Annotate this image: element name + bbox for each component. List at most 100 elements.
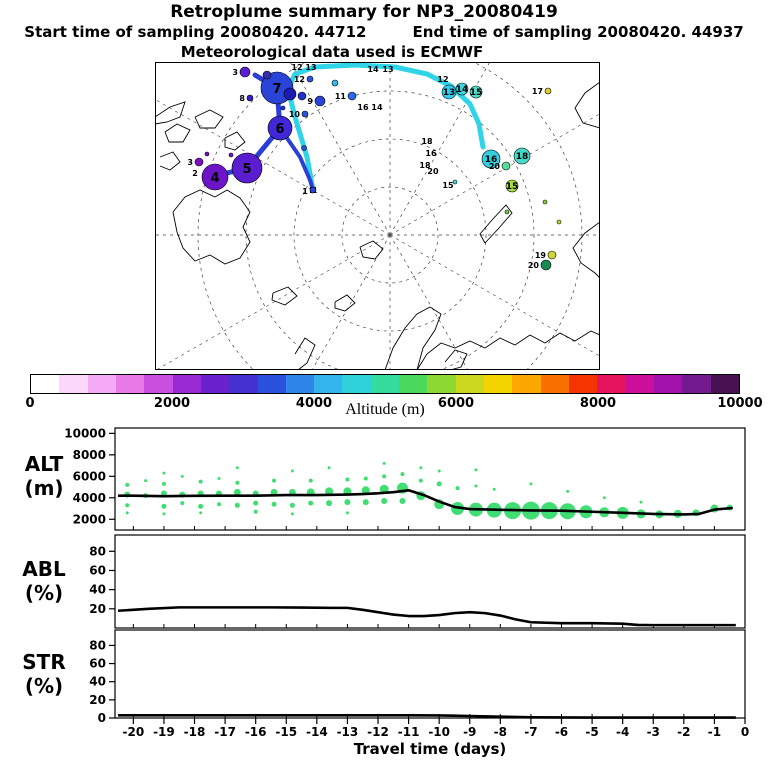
plume-particle-bubble (290, 469, 294, 473)
colorbar-tick-label: 10000 (717, 396, 763, 411)
coastline (574, 81, 600, 129)
colorbar-segment (370, 375, 400, 393)
plume-particle-bubble (272, 478, 277, 483)
cluster-circle (441, 84, 457, 100)
x-tick-label: -1 (708, 725, 721, 739)
abl-panel-label: ABL (%) (22, 557, 66, 605)
cluster-circle (505, 179, 519, 193)
alt-panel-label: ALT (m) (24, 452, 64, 500)
y-tick-label: 40 (89, 675, 106, 689)
colorbar-segment (625, 375, 654, 393)
plume-particle-bubble (180, 501, 185, 506)
plume-particle-bubble (235, 466, 239, 470)
plume-particle-bubble (308, 500, 314, 506)
plume-particle-bubble (344, 499, 351, 506)
y-tick-label: 6000 (73, 469, 106, 483)
colorbar-segment (87, 375, 116, 393)
colorbar-label: Altitude (m) (345, 401, 425, 418)
cluster-circle (204, 151, 210, 157)
cluster-circle (228, 152, 234, 158)
cluster-circle (280, 105, 286, 111)
cluster-circle (239, 66, 251, 78)
y-tick-label: 60 (89, 657, 106, 671)
colorbar-segment (427, 375, 456, 393)
map-number-label: 15 (442, 181, 454, 190)
cluster-number: 11 (335, 92, 347, 101)
cluster-number: 14 (456, 85, 469, 95)
plume-particle-bubble (345, 477, 350, 482)
cluster-circle (201, 163, 229, 191)
map-number-label: 16 (357, 103, 369, 112)
plume-particle-bubble (233, 488, 241, 496)
colorbar-segment (653, 375, 683, 393)
colorbar-segment (710, 375, 739, 393)
cluster-circle (262, 70, 272, 80)
colorbar-segment (172, 375, 201, 393)
plume-particle-bubble (362, 499, 369, 506)
meridian-line (389, 113, 600, 236)
str-mean-line (118, 713, 736, 719)
x-tick-label: -4 (616, 725, 629, 739)
plume-particle-bubble (639, 500, 643, 504)
y-tick-label: 60 (89, 563, 106, 577)
x-tick-label: -9 (463, 725, 476, 739)
plume-particle-bubble (455, 486, 460, 491)
cluster-circle (452, 179, 458, 185)
plume-particle-bubble (234, 502, 240, 508)
latitude-circle (341, 186, 439, 284)
alt-bubbles (124, 461, 733, 520)
cluster-circle (331, 79, 339, 87)
map-number-label: 12 (291, 63, 302, 72)
meridian-line (389, 62, 491, 236)
x-tick-label: -20 (123, 725, 145, 739)
sampling-times: Start time of sampling 20080420. 44712 E… (0, 23, 768, 41)
latitude-circle (245, 90, 535, 370)
coastline (359, 240, 384, 260)
x-tick-label: -16 (245, 725, 267, 739)
str-panel-label: STR (%) (22, 650, 66, 698)
x-tick-label: -15 (275, 725, 297, 739)
coastline (334, 294, 356, 312)
figure-title: Retroplume summary for NP3_20080419 (170, 2, 558, 22)
colorbar-segment (115, 375, 145, 393)
coastline (416, 330, 600, 370)
colorbar-tick-label: 6000 (437, 396, 475, 411)
plume-particle-bubble (436, 481, 442, 487)
plume-particle-bubble (235, 480, 240, 485)
met-data-line: Meteorological data used is ECMWF (180, 43, 484, 61)
x-tick-label: -19 (153, 725, 175, 739)
cluster-circle (301, 110, 309, 118)
cluster-circle (547, 250, 557, 260)
cluster-circle (231, 152, 263, 184)
plume-particle-bubble (361, 486, 370, 495)
cluster-number: 3 (187, 158, 193, 167)
alt-mean-line (118, 488, 733, 516)
plume-particle-bubble (125, 503, 130, 508)
colorbar-tick-label: 0 (25, 396, 35, 411)
altitude-colorbar (30, 374, 740, 394)
colorbar-segment (200, 375, 230, 393)
coastline (271, 286, 298, 306)
plume-particle-bubble (382, 461, 386, 465)
plume-particle-bubble (399, 498, 406, 505)
x-axis: -20 -19 -18 -17 -16 -15 -14 -13 -12 -11 -10 -9 -8 -7-… (123, 718, 749, 739)
x-tick-label: -11 (398, 725, 420, 739)
x-axis-label: Travel time (days) (353, 740, 507, 758)
cluster-number: 6 (275, 122, 284, 137)
x-tick-label: -3 (647, 725, 660, 739)
colorbar-segment (229, 375, 258, 393)
y-tick-label: 80 (89, 638, 106, 652)
colorbar-segment (285, 375, 315, 393)
plume-particle-bubble (308, 478, 313, 483)
cluster-number: 7 (272, 82, 281, 97)
cluster-circle (309, 186, 317, 194)
plume-particle-bubble (400, 472, 405, 477)
str-panel: 0 20 40 60 80 (89, 629, 746, 725)
cluster-number: 15 (506, 182, 519, 192)
y-tick-label: 40 (89, 583, 106, 597)
plume-particle-bubble (381, 498, 388, 505)
colorbar-segment (257, 375, 286, 393)
y-tick-label: 0 (98, 711, 106, 725)
